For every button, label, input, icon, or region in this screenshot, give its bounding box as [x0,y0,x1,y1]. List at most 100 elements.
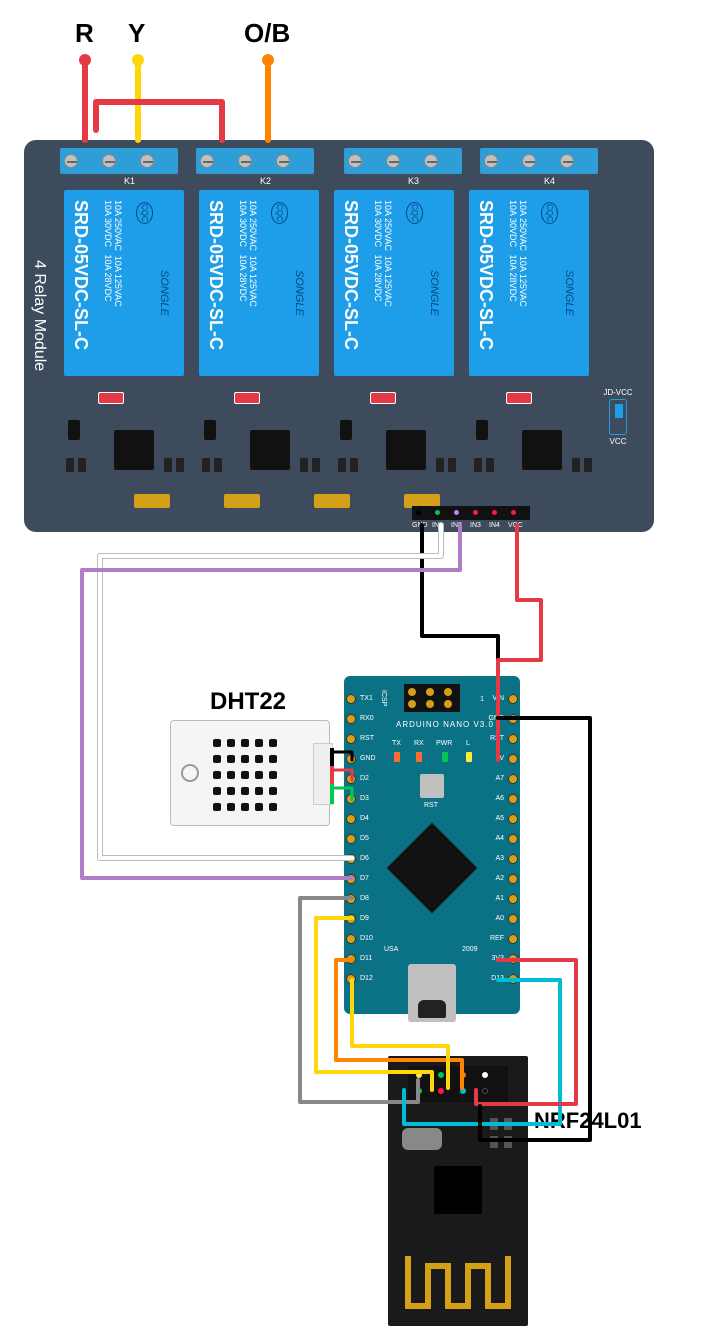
nrf-pin-6 [438,1088,444,1094]
arduino-label-A7: A7 [495,775,504,782]
usb-port [408,964,456,1022]
res-1c [164,458,172,472]
arduino-pin-5V [508,754,518,764]
usa-label: USA [384,946,398,953]
res-3c [436,458,444,472]
arduino-label-A6: A6 [495,795,504,802]
arduino-nano: ICSP 1 ARDUINO NANO V3.0 TX RX PWR L RST… [344,676,520,1014]
arduino-label-D2: D2 [360,775,369,782]
nrf-res-4 [504,1136,512,1148]
arduino-pin-RST [508,734,518,744]
relay-3: SRD-05VDC-SL-C 10A 250VAC 10A 125VAC 10A… [334,190,454,376]
nrf-pin-4 [482,1072,488,1078]
wire-bulb-R [79,54,91,66]
pin-in4 [492,510,497,515]
nrf-res-3 [490,1136,498,1148]
res-2c [300,458,308,472]
screw-block-k4 [480,148,598,174]
arduino-pin-3V3 [508,954,518,964]
pwr-label: PWR [436,740,452,747]
arduino-label-5V: 5V [495,755,504,762]
label-dht22: DHT22 [210,688,286,716]
relay-2: SRD-05VDC-SL-C 10A 250VAC 10A 125VAC 10A… [199,190,319,376]
arduino-pin-D4 [346,814,356,824]
nrf-chip [434,1166,482,1214]
res-3b [350,458,358,472]
dht-pin-1 [330,748,334,768]
k4-label: K4 [544,176,555,186]
smd-y-1 [134,494,170,508]
smd-3a [340,420,352,440]
nrf24l01-module [388,1056,528,1326]
smd-4a [476,420,488,440]
nrf-crystal [402,1128,442,1150]
arduino-pin-VIN [508,694,518,704]
arduino-label-A4: A4 [495,835,504,842]
relay-2-brand: SONGLE [293,270,305,316]
res-1d [176,458,184,472]
arduino-pin-D11 [346,954,356,964]
nrf-pin-5 [416,1088,422,1094]
screw-block-k3 [344,148,462,174]
nrf-pin-8 [482,1088,488,1094]
arduino-label-D8: D8 [360,895,369,902]
wiring-diagram: { "labels": { "R": "R", "Y": "Y", "OB": … [0,0,720,1341]
nrf-pin-7 [460,1088,466,1094]
arduino-pin-D5 [346,834,356,844]
arduino-label-RST: RST [360,735,374,742]
arduino-label-D5: D5 [360,835,369,842]
icsp-header [404,684,460,712]
pin-label-in3: IN3 [470,522,481,529]
dht-pin-3 [330,784,334,804]
dht-mount-hole [181,764,199,782]
arduino-pin-A2 [508,874,518,884]
arduino-label-A1: A1 [495,895,504,902]
pwr-led [442,752,448,762]
pin-in3 [473,510,478,515]
relay-3-brand: SONGLE [428,270,440,316]
arduino-pin-D9 [346,914,356,924]
arduino-label-RST: RST [490,735,504,742]
pin-label-in2: IN2 [451,522,462,529]
arduino-label-A0: A0 [495,915,504,922]
arduino-label-VIN: VIN [492,695,504,702]
tx-label: TX [392,740,401,747]
nrf-pin-1 [416,1072,422,1078]
relay-3-model: SRD-05VDC-SL-C [340,200,361,350]
nrf-pin-header [408,1066,508,1102]
rx-label: RX [414,740,424,747]
dht22-sensor [170,720,330,826]
l-label: L [466,740,470,747]
res-1a [66,458,74,472]
wire-bulb-Y [132,54,144,66]
jd-vcc-jumper: JD-VCC VCC [598,388,638,448]
res-1b [78,458,86,472]
relay-1-cert: CQC [136,202,153,224]
arduino-label-D6: D6 [360,855,369,862]
arduino-label-D13: D13 [491,975,504,982]
screw-block-k1 [60,148,178,174]
arduino-pin-A4 [508,834,518,844]
relay-2-specs: 10A 250VAC 10A 125VAC 10A 30VDC 10A 28VD… [237,200,257,307]
pin-label-vcc: VCC [508,522,523,529]
relay-3-cert: CQC [406,202,423,224]
screw-block-k2 [196,148,314,174]
arduino-pin-A0 [508,914,518,924]
arduino-pin-A5 [508,814,518,824]
marker-1: 1 [480,696,484,703]
arduino-label-GND: GND [360,755,376,762]
label-OB: O/B [244,18,290,49]
l-led [466,752,472,762]
pin-vcc [511,510,516,515]
arduino-pin-RX0 [346,714,356,724]
label-Y: Y [128,18,145,49]
pin-label-in4: IN4 [489,522,500,529]
smd-2b [250,430,290,470]
arduino-label-D9: D9 [360,915,369,922]
jd-vcc-label: JD-VCC [598,388,638,397]
dht-pin-2 [330,766,334,786]
arduino-pin-A1 [508,894,518,904]
nrf-res-1 [490,1118,498,1130]
arduino-name: ARDUINO NANO V3.0 [396,720,494,729]
arduino-label-D11: D11 [360,955,372,962]
